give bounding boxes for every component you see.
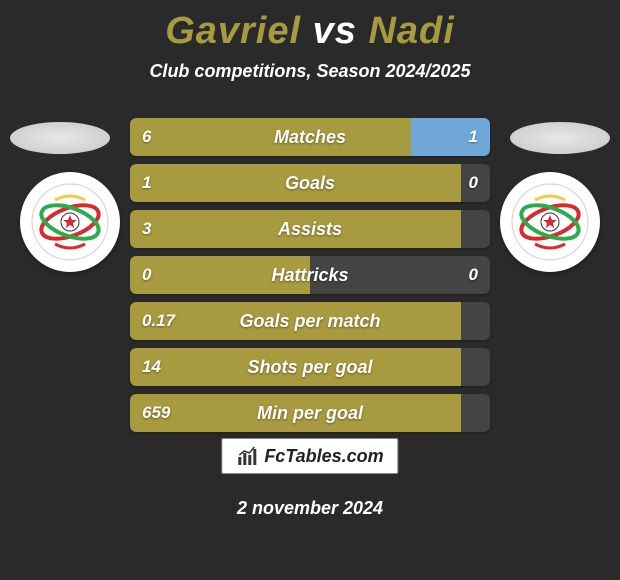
stat-value-left: 659 [130,394,182,432]
stat-value-right: 1 [457,118,490,156]
stat-value-right: 0 [457,256,490,294]
stat-value-left: 14 [130,348,173,386]
player1-club-badge [20,172,120,272]
stat-value-left: 3 [130,210,163,248]
title-player1: Gavriel [165,10,301,52]
stat-value-left: 0 [130,256,163,294]
stat-label: Min per goal [130,394,490,432]
title-vs: vs [301,10,368,52]
stat-label: Assists [130,210,490,248]
brand-label: FcTables.com [264,446,383,467]
brand-box: FcTables.com [221,438,398,474]
stat-row: Shots per goal14 [130,348,490,386]
player2-ellipse [510,122,610,154]
stat-value-left: 6 [130,118,163,156]
player2-club-badge [500,172,600,272]
club-crest-icon [30,182,110,262]
stat-value-left: 0.17 [130,302,187,340]
stat-label: Shots per goal [130,348,490,386]
stat-row: Assists3 [130,210,490,248]
stat-value-right [466,348,490,386]
subtitle: Club competitions, Season 2024/2025 [0,61,620,82]
stat-label: Matches [130,118,490,156]
stats-bars: Matches61Goals10Assists3Hattricks00Goals… [130,118,490,440]
stat-row: Min per goal659 [130,394,490,432]
stat-label: Goals [130,164,490,202]
stat-value-right [466,302,490,340]
stat-value-right [466,394,490,432]
stat-value-right [466,210,490,248]
title-player2: Nadi [368,10,454,52]
stat-label: Hattricks [130,256,490,294]
player1-ellipse [10,122,110,154]
stat-row: Goals per match0.17 [130,302,490,340]
stat-row: Goals1 0 [130,164,490,202]
stat-row: Matches6 1 [130,118,490,156]
date-label: 2 november 2024 [0,498,620,519]
stat-value-left: 1 [130,164,163,202]
stat-value-right: 0 [457,164,490,202]
page-title: Gavriel vs Nadi [0,0,620,53]
club-crest-icon [510,182,590,262]
chart-icon [236,445,258,467]
stat-row: Hattricks0 0 [130,256,490,294]
